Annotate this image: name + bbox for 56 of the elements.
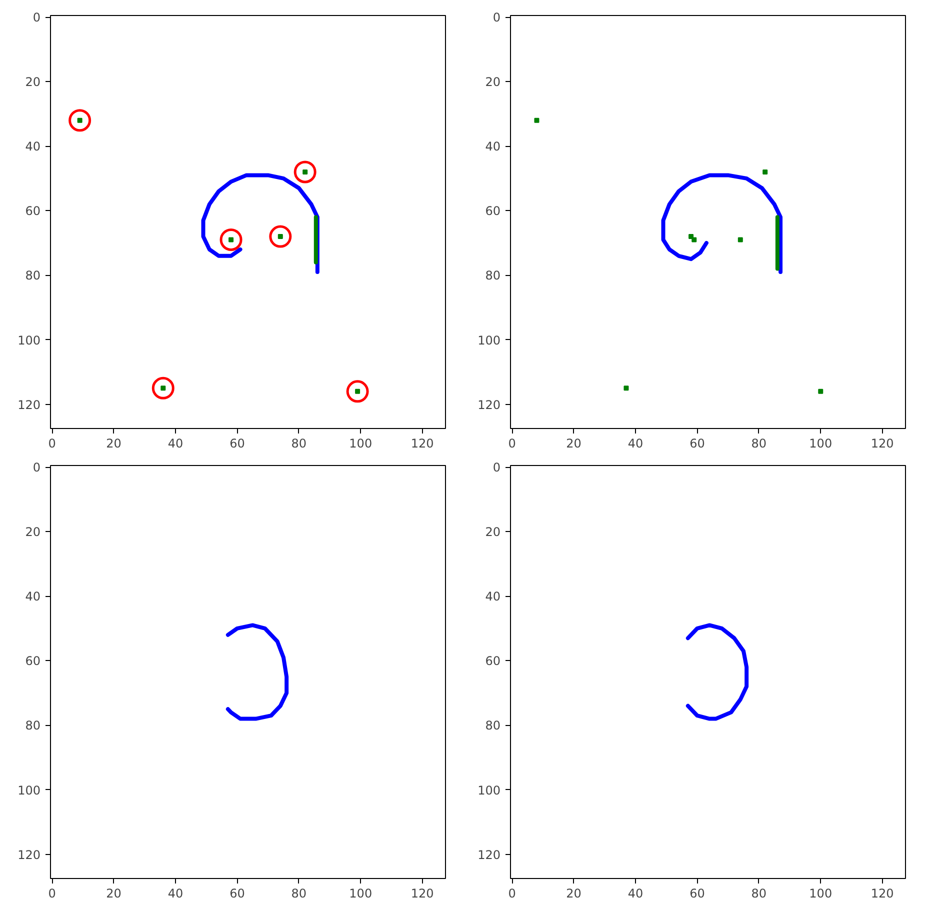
x-tick-label: 20 xyxy=(566,886,582,900)
x-tick-label: 120 xyxy=(870,436,894,450)
x-tick-label: 100 xyxy=(349,436,372,450)
x-tick-label: 100 xyxy=(349,886,372,900)
x-tick-label: 100 xyxy=(809,886,832,900)
x-tick-label: 20 xyxy=(106,886,122,900)
x-tick-label: 80 xyxy=(291,886,307,900)
x-tick-label: 20 xyxy=(106,436,122,450)
y-tick-label: 0 xyxy=(32,10,41,25)
x-tick-label: 0 xyxy=(508,886,516,900)
y-tick-label: 0 xyxy=(32,460,41,475)
x-tick-label: 120 xyxy=(410,436,434,450)
y-tick-label: 100 xyxy=(478,783,500,798)
x-tick-label: 0 xyxy=(48,436,56,450)
y-tick-label: 120 xyxy=(478,398,500,412)
y-tick-label: 100 xyxy=(478,333,500,348)
x-tick-label: 60 xyxy=(690,436,705,450)
x-tick-label: 120 xyxy=(870,886,894,900)
y-tick-label: 120 xyxy=(18,848,40,862)
y-tick-label: 80 xyxy=(25,268,41,283)
y-tick-label: 100 xyxy=(18,333,40,348)
y-tick-label: 120 xyxy=(478,848,500,862)
y-tick-label: 60 xyxy=(485,204,501,218)
x-tick-label: 40 xyxy=(628,436,644,450)
x-tick-label: 40 xyxy=(628,886,644,900)
y-tick-label: 40 xyxy=(485,590,501,604)
y-tick-label: 0 xyxy=(492,460,501,475)
y-tick-label: 80 xyxy=(485,718,501,733)
y-tick-label: 40 xyxy=(25,140,41,154)
x-tick-label: 80 xyxy=(751,886,767,900)
y-tick-label: 100 xyxy=(18,783,40,798)
x-tick-label: 20 xyxy=(566,436,582,450)
y-tick-label: 0 xyxy=(492,10,501,25)
x-tick-label: 60 xyxy=(230,886,245,900)
y-tick-label: 60 xyxy=(485,654,501,668)
x-tick-label: 0 xyxy=(48,886,56,900)
x-tick-label: 80 xyxy=(751,436,767,450)
x-tick-label: 40 xyxy=(168,886,184,900)
y-tick-label: 60 xyxy=(25,204,41,218)
y-tick-label: 20 xyxy=(25,75,41,90)
y-tick-label: 20 xyxy=(485,75,501,90)
x-tick-label: 120 xyxy=(410,886,434,900)
y-tick-label: 120 xyxy=(18,398,40,412)
y-tick-label: 60 xyxy=(25,654,41,668)
x-tick-label: 40 xyxy=(168,436,184,450)
y-tick-label: 40 xyxy=(25,590,41,604)
y-tick-label: 20 xyxy=(485,525,501,540)
x-tick-label: 60 xyxy=(690,886,705,900)
x-tick-label: 60 xyxy=(230,436,245,450)
y-tick-label: 80 xyxy=(25,718,41,733)
y-tick-label: 40 xyxy=(485,140,501,154)
x-tick-label: 80 xyxy=(291,436,307,450)
x-tick-label: 0 xyxy=(508,436,516,450)
y-tick-label: 20 xyxy=(25,525,41,540)
y-tick-label: 80 xyxy=(485,268,501,283)
x-tick-label: 100 xyxy=(809,436,832,450)
